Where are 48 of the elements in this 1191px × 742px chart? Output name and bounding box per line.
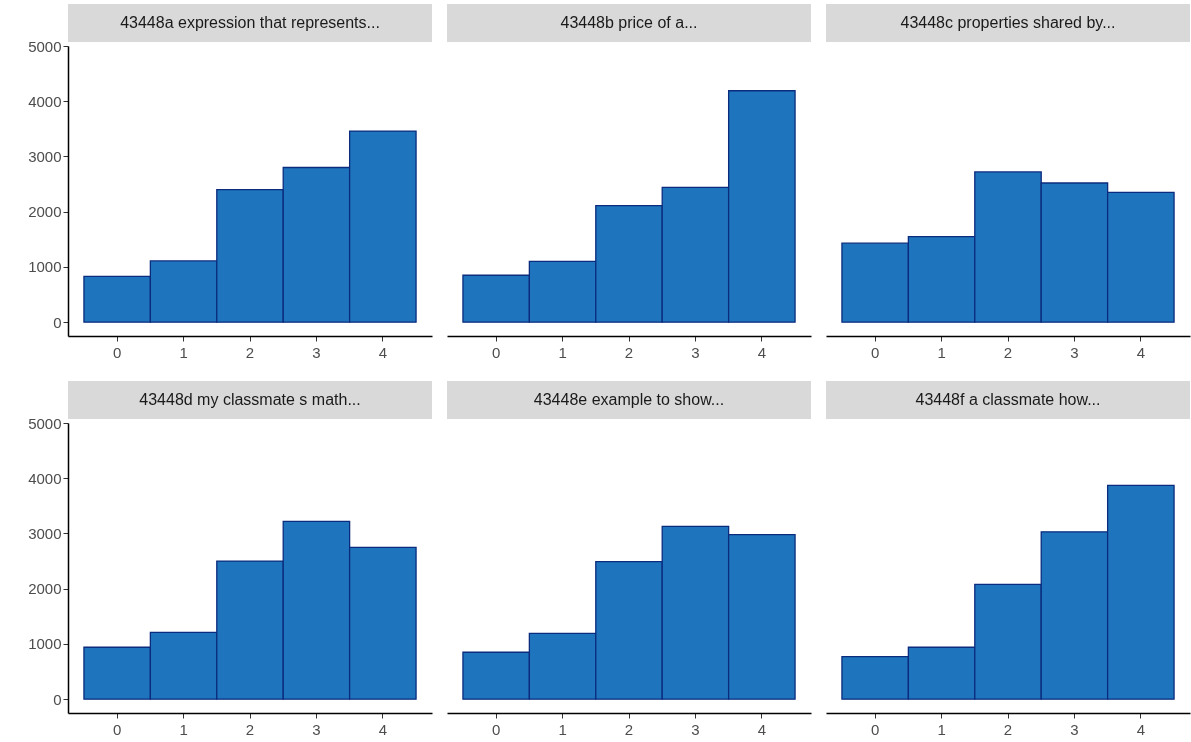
chart-title: 43448a expression that represents... bbox=[68, 4, 432, 42]
x-tick-label: 4 bbox=[757, 343, 767, 361]
chart-title: 43448c properties shared by... bbox=[826, 4, 1190, 42]
y-tick-label: 2000 bbox=[28, 203, 62, 221]
y-tick-label: 5000 bbox=[28, 37, 62, 55]
x-tick-label: 2 bbox=[1003, 343, 1013, 361]
x-tick-label: 0 bbox=[491, 343, 501, 361]
chart-title: 43448b price of a... bbox=[447, 4, 811, 42]
y-tick-label: 3000 bbox=[28, 524, 62, 542]
x-tick-label: 2 bbox=[624, 343, 634, 361]
x-tick-label: 2 bbox=[245, 343, 255, 361]
x-tick-label: 2 bbox=[624, 720, 634, 738]
chart-title: 43448e example to show... bbox=[447, 381, 811, 419]
x-tick-label: 3 bbox=[1070, 720, 1079, 738]
x-tick-label: 0 bbox=[491, 720, 501, 738]
x-tick-label: 2 bbox=[1003, 720, 1013, 738]
y-tick-label: 4000 bbox=[28, 92, 62, 110]
y-tick-label: 0 bbox=[53, 313, 62, 331]
x-tick-label: 3 bbox=[1070, 343, 1079, 361]
x-tick-label: 0 bbox=[870, 343, 880, 361]
x-tick-label: 0 bbox=[870, 720, 880, 738]
y-tick-label: 0 bbox=[53, 690, 62, 708]
x-tick-label: 3 bbox=[691, 343, 700, 361]
chart-title: 43448f a classmate how... bbox=[826, 381, 1190, 419]
x-tick-label: 3 bbox=[691, 720, 700, 738]
x-tick-label: 1 bbox=[179, 720, 188, 738]
y-tick-label: 1000 bbox=[28, 258, 62, 276]
x-tick-label: 3 bbox=[312, 720, 321, 738]
x-tick-label: 0 bbox=[112, 343, 122, 361]
x-tick-label: 1 bbox=[558, 343, 567, 361]
x-tick-label: 0 bbox=[112, 720, 122, 738]
x-tick-label: 4 bbox=[1136, 720, 1146, 738]
y-tick-label: 2000 bbox=[28, 580, 62, 598]
y-tick-label: 5000 bbox=[28, 414, 62, 432]
x-tick-label: 4 bbox=[378, 720, 388, 738]
x-tick-label: 2 bbox=[245, 720, 255, 738]
x-tick-label: 3 bbox=[312, 343, 321, 361]
chart-title: 43448d my classmate s math... bbox=[68, 381, 432, 419]
x-tick-label: 1 bbox=[179, 343, 188, 361]
x-tick-label: 1 bbox=[937, 343, 946, 361]
x-tick-label: 4 bbox=[757, 720, 767, 738]
y-tick-label: 4000 bbox=[28, 469, 62, 487]
x-tick-label: 4 bbox=[1136, 343, 1146, 361]
y-tick-label: 1000 bbox=[28, 635, 62, 653]
x-tick-label: 1 bbox=[558, 720, 567, 738]
x-tick-label: 1 bbox=[937, 720, 946, 738]
x-tick-label: 4 bbox=[378, 343, 388, 361]
y-tick-label: 3000 bbox=[28, 147, 62, 165]
